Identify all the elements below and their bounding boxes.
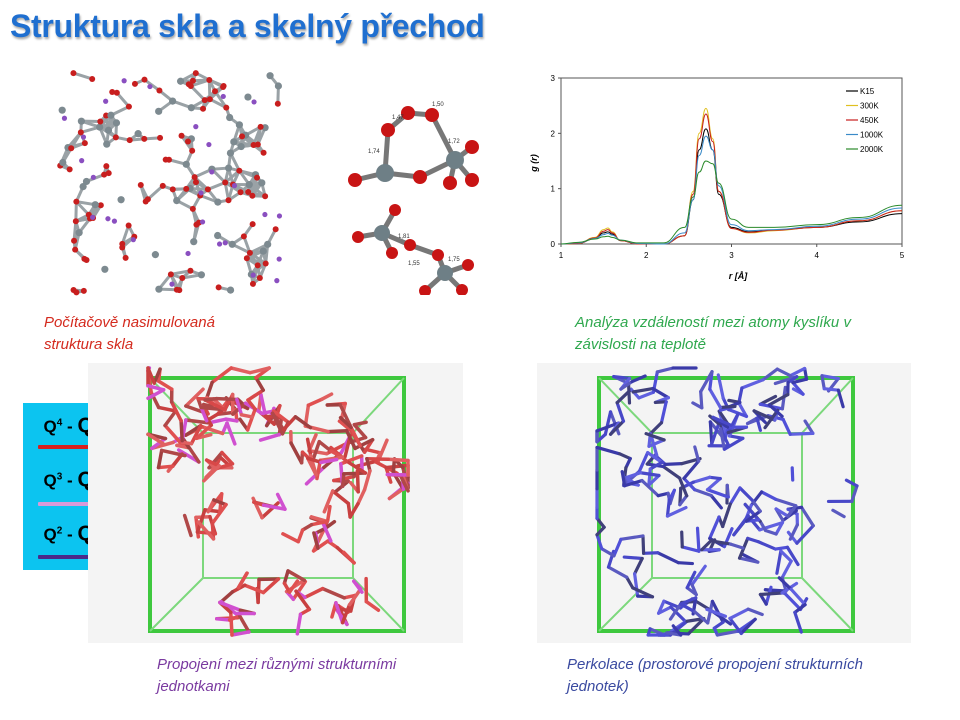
molecule-diagram: 1,47 1,50 1,74 1,72 1,81 1,55 1,75 (348, 102, 479, 295)
legend-line-q4 (38, 445, 108, 449)
y-tick-label: 3 (551, 74, 556, 83)
series-line-2000k (560, 160, 903, 245)
legend-label: 300K (860, 102, 879, 111)
bond-label: 1,74 (368, 149, 380, 155)
plot-area (560, 77, 903, 245)
series-line-1000k (560, 135, 903, 245)
simulated-glass-structure-image (57, 70, 283, 296)
legend-label: 450K (860, 116, 879, 125)
caption-structural-unit-connections: Propojení mezi různými strukturními jedn… (157, 656, 397, 695)
caption-simulated-structure: Počítačově nasimulovaná struktura skla (44, 314, 215, 353)
y-tick-label: 2 (551, 129, 556, 138)
legend-line-q2 (38, 555, 108, 559)
legend-label: 2000K (860, 145, 884, 154)
caption-percolation: Perkolace (prostorové propojení struktur… (567, 656, 863, 695)
bond-label: 1,47 (392, 115, 404, 121)
bond-label: 1,75 (448, 257, 460, 263)
bond-label: 1,72 (448, 139, 460, 145)
legend-label: 1000K (860, 131, 884, 140)
legend-label: K15 (860, 87, 875, 96)
page-title: Struktura skla a skelný přechod (10, 8, 485, 44)
y-tick-label: 1 (551, 185, 556, 194)
x-tick-label: 2 (644, 251, 649, 260)
caption-oxygen-distance-analysis: Analýza vzdáleností mezi atomy kyslíku v… (575, 314, 851, 353)
percolation-network-image (537, 363, 911, 643)
x-tick-label: 4 (815, 251, 820, 260)
series-line-450k (560, 113, 903, 245)
x-tick-label: 1 (559, 251, 564, 260)
y-axis-label: g (r) (529, 154, 539, 173)
y-tick-label: 0 (551, 240, 556, 249)
legend-line-q3 (38, 502, 108, 506)
x-axis-label: r [Å] (729, 271, 748, 281)
structural-unit-network-image (88, 363, 463, 643)
bond-label: 1,50 (432, 102, 444, 108)
series-line-300k (560, 107, 903, 245)
bond-label: 1,81 (398, 234, 410, 240)
bond-label: 1,55 (408, 261, 420, 267)
x-tick-label: 5 (900, 251, 905, 260)
x-tick-label: 3 (729, 251, 734, 260)
